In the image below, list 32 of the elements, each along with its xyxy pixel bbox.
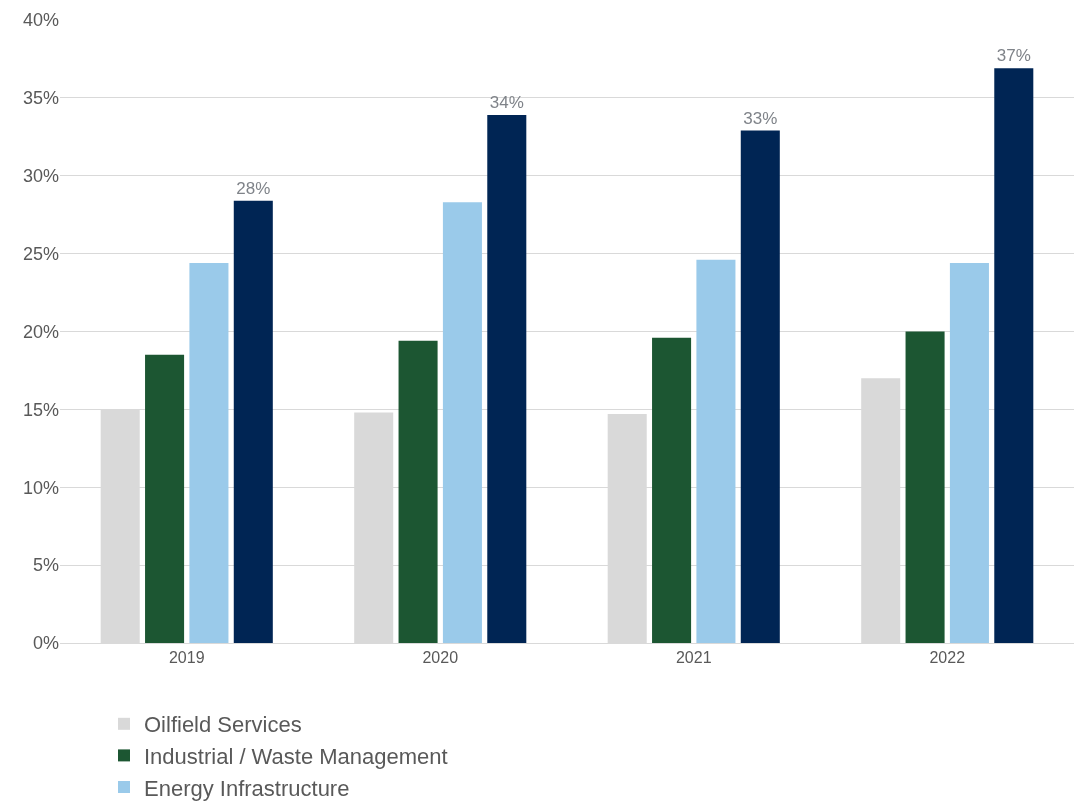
legend-label: Oilfield Services	[144, 712, 302, 738]
y-tick-label: 15%	[22, 399, 59, 420]
x-tick-label: 2019	[168, 649, 205, 667]
bar	[696, 259, 736, 643]
y-tick-label: 35%	[22, 88, 59, 109]
x-tick-label: 2020	[422, 649, 459, 667]
y-tick-label: 30%	[22, 166, 59, 187]
x-tick-label: 2022	[929, 649, 966, 667]
bar	[994, 68, 1034, 643]
y-tick-label: 40%	[22, 10, 59, 31]
legend-label: Energy Infrastructure	[144, 775, 350, 801]
data-label: 33%	[743, 108, 778, 128]
data-label: 34%	[489, 93, 524, 113]
bar	[145, 354, 185, 643]
bar	[949, 262, 989, 643]
y-tick-label: 0%	[32, 633, 59, 654]
y-tick-label: 5%	[32, 555, 59, 576]
bar	[189, 262, 229, 643]
bar	[442, 202, 482, 643]
bar	[905, 331, 945, 643]
bar	[740, 130, 780, 643]
data-label: 28%	[236, 178, 271, 198]
legend-label: Industrial / Waste Management	[144, 743, 448, 769]
bar	[487, 115, 527, 643]
data-label: 37%	[996, 46, 1031, 66]
y-tick-label: 20%	[22, 321, 59, 342]
y-tick-label: 10%	[22, 477, 59, 498]
x-tick-label: 2021	[675, 649, 712, 667]
bar	[652, 337, 692, 643]
bar	[233, 200, 273, 643]
bar	[398, 340, 438, 643]
y-tick-label: 25%	[22, 243, 59, 264]
